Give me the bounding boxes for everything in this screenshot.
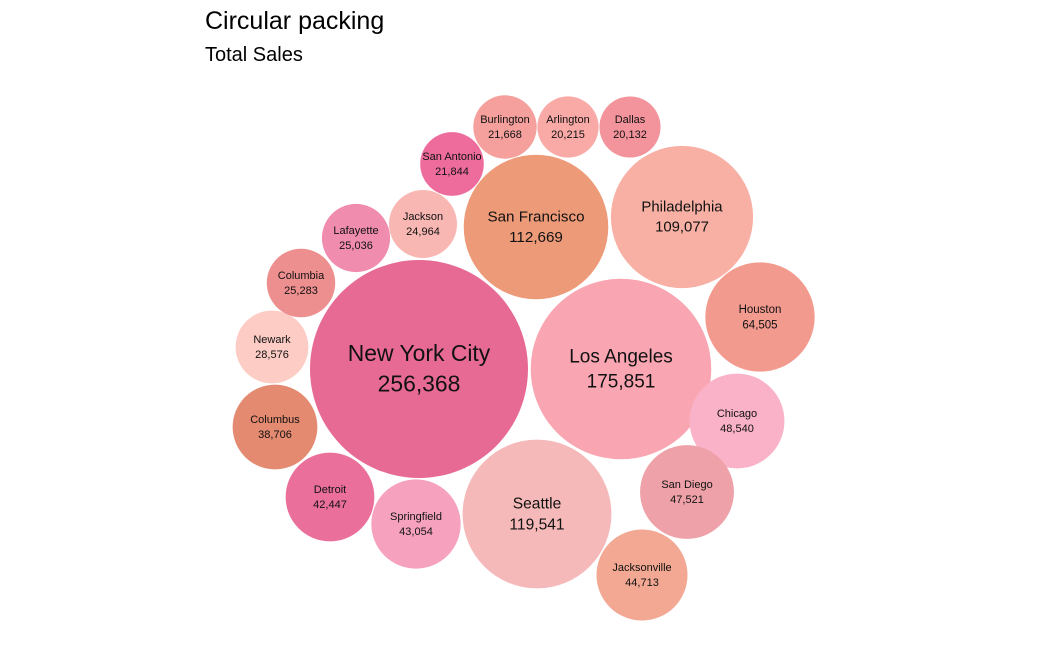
bubble-new-york-city: New York City 256,368 (310, 260, 528, 478)
bubble-columbus: Columbus 38,706 (232, 384, 318, 470)
bubble-springfield: Springfield 43,054 (371, 479, 461, 569)
bubble-name-label: Newark (253, 334, 291, 346)
bubble-value-label: 119,541 (509, 516, 564, 533)
bubble-burlington: Burlington 21,668 (473, 95, 537, 159)
bubble-name-label: Detroit (314, 484, 346, 496)
bubble-value-label: 24,964 (406, 226, 440, 238)
bubble-name-label: New York City (348, 340, 491, 366)
bubble-value-label: 20,215 (551, 129, 585, 141)
bubble-circle (640, 445, 734, 539)
bubble-circle (285, 452, 375, 542)
bubble-value-label: 28,576 (255, 349, 289, 361)
bubble-detroit: Detroit 42,447 (285, 452, 375, 542)
bubble-san-diego: San Diego 47,521 (640, 445, 734, 539)
bubble-value-label: 20,132 (613, 129, 647, 141)
bubble-name-label: Houston (739, 304, 782, 316)
bubble-value-label: 42,447 (313, 499, 347, 511)
bubble-value-label: 21,844 (435, 166, 469, 178)
bubble-arlington: Arlington 20,215 (537, 96, 599, 158)
bubble-name-label: San Diego (661, 479, 712, 491)
bubble-houston: Houston 64,505 (705, 262, 815, 372)
bubble-circle (530, 278, 712, 460)
bubble-name-label: Los Angeles (569, 346, 673, 367)
bubble-circle (463, 154, 609, 300)
bubble-circle (705, 262, 815, 372)
bubble-columbia: Columbia 25,283 (266, 248, 336, 318)
bubble-name-label: Columbia (278, 270, 325, 282)
bubble-philadelphia: Philadelphia 109,077 (610, 145, 754, 289)
bubble-jackson: Jackson 24,964 (388, 189, 458, 259)
bubble-value-label: 25,283 (284, 285, 318, 297)
bubble-circle (388, 189, 458, 259)
bubble-value-label: 256,368 (378, 371, 461, 397)
bubble-name-label: San Francisco (487, 209, 584, 226)
bubble-circle (232, 384, 318, 470)
bubble-circle (610, 145, 754, 289)
bubble-value-label: 48,540 (720, 423, 754, 435)
bubble-circle (420, 132, 484, 196)
bubble-name-label: Jackson (403, 211, 443, 223)
bubble-name-label: Columbus (250, 414, 300, 426)
bubble-value-label: 175,851 (587, 372, 656, 393)
bubble-value-label: 25,036 (339, 240, 373, 252)
bubble-seattle: Seattle 119,541 (462, 439, 612, 589)
bubble-name-label: San Antonio (422, 151, 481, 163)
bubble-los-angeles: Los Angeles 175,851 (530, 278, 712, 460)
bubble-value-label: 43,054 (399, 526, 433, 538)
bubble-name-label: Lafayette (333, 225, 378, 237)
bubble-circle (689, 373, 785, 469)
chart-title: Circular packing (205, 7, 385, 35)
bubble-circle (310, 260, 528, 478)
bubble-san-antonio: San Antonio 21,844 (420, 132, 484, 196)
bubble-name-label: Springfield (390, 511, 442, 523)
bubble-name-label: Dallas (615, 114, 646, 126)
bubble-circle (371, 479, 461, 569)
bubble-name-label: Philadelphia (641, 200, 723, 216)
bubble-circle (599, 96, 661, 158)
bubble-san-francisco: San Francisco 112,669 (463, 154, 609, 300)
chart-subtitle: Total Sales (205, 44, 303, 66)
bubble-circle (537, 96, 599, 158)
bubble-name-label: Jacksonville (612, 562, 671, 574)
bubble-circle (596, 529, 688, 621)
bubble-jacksonville: Jacksonville 44,713 (596, 529, 688, 621)
bubble-circle (321, 203, 391, 273)
bubble-value-label: 109,077 (655, 220, 709, 236)
bubble-value-label: 47,521 (670, 494, 704, 506)
bubble-chicago: Chicago 48,540 (689, 373, 785, 469)
bubble-name-label: Burlington (480, 114, 530, 126)
bubble-circle (462, 439, 612, 589)
bubble-value-label: 44,713 (625, 577, 659, 589)
bubble-lafayette: Lafayette 25,036 (321, 203, 391, 273)
bubble-value-label: 64,505 (742, 319, 777, 331)
bubble-circle (473, 95, 537, 159)
bubble-circle (266, 248, 336, 318)
bubble-dallas: Dallas 20,132 (599, 96, 661, 158)
bubble-circle (235, 310, 309, 384)
bubble-value-label: 21,668 (488, 129, 522, 141)
bubble-name-label: Seattle (513, 495, 562, 512)
bubble-value-label: 112,669 (509, 229, 563, 246)
bubble-name-label: Chicago (717, 408, 757, 420)
bubble-name-label: Arlington (546, 114, 589, 126)
bubble-newark: Newark 28,576 (235, 310, 309, 384)
bubble-value-label: 38,706 (258, 429, 292, 441)
